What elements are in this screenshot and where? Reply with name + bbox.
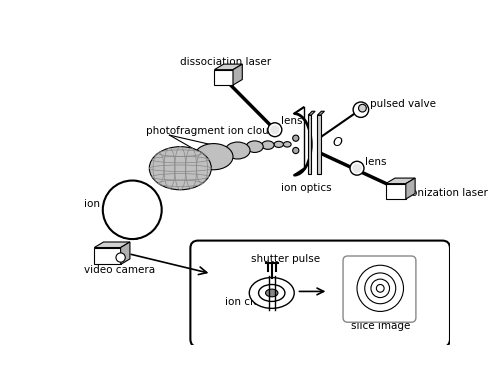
Polygon shape xyxy=(214,64,242,70)
Text: O: O xyxy=(333,136,343,149)
Polygon shape xyxy=(386,178,415,184)
Text: pulsed valve: pulsed valve xyxy=(370,99,436,109)
Text: ion optics: ion optics xyxy=(280,183,331,193)
Ellipse shape xyxy=(258,284,285,301)
Circle shape xyxy=(268,123,282,137)
Text: ionization laser: ionization laser xyxy=(408,188,488,198)
FancyBboxPatch shape xyxy=(343,256,416,322)
Polygon shape xyxy=(233,64,242,85)
Text: slice image: slice image xyxy=(350,320,410,331)
Ellipse shape xyxy=(132,180,142,239)
Ellipse shape xyxy=(262,141,274,149)
Text: video camera: video camera xyxy=(84,265,156,275)
Polygon shape xyxy=(386,184,406,199)
Polygon shape xyxy=(214,70,233,85)
Polygon shape xyxy=(308,111,315,115)
Polygon shape xyxy=(94,248,120,265)
Ellipse shape xyxy=(284,142,291,147)
Polygon shape xyxy=(318,111,324,115)
Text: dissociation laser: dissociation laser xyxy=(180,57,271,68)
Ellipse shape xyxy=(194,144,233,170)
FancyBboxPatch shape xyxy=(190,241,450,347)
Polygon shape xyxy=(94,242,130,248)
Polygon shape xyxy=(406,178,415,199)
Circle shape xyxy=(350,161,364,175)
Text: lens: lens xyxy=(281,116,302,126)
Text: shutter pulse: shutter pulse xyxy=(251,254,320,264)
Polygon shape xyxy=(308,115,312,173)
Circle shape xyxy=(270,125,280,134)
Ellipse shape xyxy=(274,141,283,147)
Circle shape xyxy=(353,102,368,118)
Circle shape xyxy=(358,104,366,112)
Text: lens: lens xyxy=(365,157,386,167)
Circle shape xyxy=(352,164,362,173)
Circle shape xyxy=(103,180,162,239)
Ellipse shape xyxy=(246,141,263,152)
Ellipse shape xyxy=(150,147,212,190)
Text: photofragment ion cloud: photofragment ion cloud xyxy=(146,126,276,136)
Polygon shape xyxy=(120,242,130,265)
Polygon shape xyxy=(318,115,320,173)
Ellipse shape xyxy=(225,142,250,159)
Text: ion cloud: ion cloud xyxy=(225,297,273,307)
Ellipse shape xyxy=(266,289,278,297)
Circle shape xyxy=(292,135,299,141)
Ellipse shape xyxy=(250,277,294,308)
Circle shape xyxy=(116,253,126,262)
Text: ion detector: ion detector xyxy=(84,199,148,210)
Circle shape xyxy=(292,147,299,154)
